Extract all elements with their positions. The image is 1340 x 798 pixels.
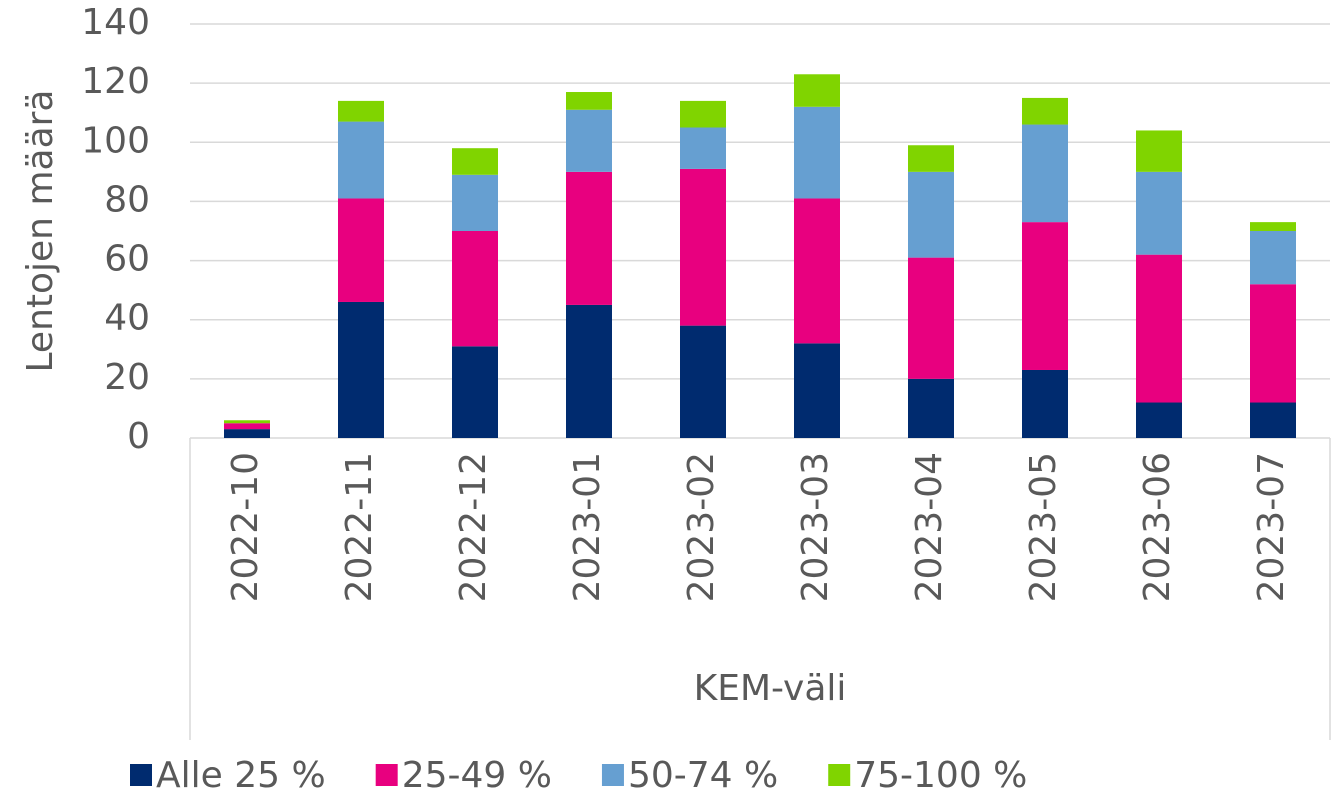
y-tick-label: 120 [81,61,150,102]
bar-segment [680,325,726,438]
y-tick-label: 140 [81,2,150,43]
bar-segment [908,257,954,379]
bar-segment [566,304,612,438]
bar-segment [680,168,726,326]
bar-segment [338,198,384,302]
legend-label: 75-100 % [854,755,1027,796]
bar-segment [452,174,498,231]
bar-segment [566,92,612,110]
bar-segment [680,100,726,128]
bar-segment [794,106,840,199]
bar-segment [1022,97,1068,125]
bar-segment [1250,231,1296,285]
y-tick-label: 60 [104,239,150,280]
bar-segment [1136,171,1182,255]
bar-segment [1136,130,1182,172]
bar-segment [908,145,954,172]
bar-segment [794,74,840,107]
bar-segment [452,346,498,438]
bar-segment [338,301,384,438]
bar-segment [1250,222,1296,231]
bar-segment [1022,369,1068,438]
x-tick-label: 2022-11 [339,452,380,602]
x-tick-label: 2023-07 [1251,452,1292,602]
x-tick-label: 2023-04 [909,452,950,602]
bar-segment [338,121,384,199]
bar-segment [566,171,612,305]
bar-segment [338,100,384,122]
legend-label: 25-49 % [402,755,552,796]
y-tick-label: 40 [104,298,150,339]
legend-swatch [601,764,624,786]
bar-segment [1250,284,1296,403]
y-tick-label: 100 [81,120,150,161]
y-axis-title: Lentojen määrä [20,90,61,373]
bar-segment [1136,402,1182,438]
legend-swatch [130,764,152,786]
x-tick-label: 2023-01 [567,452,608,602]
legend-label: 50-74 % [628,755,778,796]
x-tick-label: 2023-02 [681,452,722,602]
bar-segment [452,231,498,347]
x-tick-label: 2023-03 [795,452,836,602]
bar-segment [908,171,954,258]
bar-segment [1022,124,1068,223]
y-tick-label: 80 [104,179,150,220]
bar-segment [224,429,270,438]
bar-segment [452,148,498,175]
x-axis-title: KEM-väli [694,668,847,709]
bar-segment [566,109,612,172]
bar-segment [794,343,840,438]
bar-segment [1136,254,1182,403]
x-tick-label: 2022-12 [453,452,494,602]
x-tick-label: 2023-05 [1023,452,1064,602]
bar-segment [224,423,270,430]
bar-segment [794,198,840,344]
y-tick-label: 20 [104,357,150,398]
legend-swatch [828,764,851,786]
x-tick-label: 2022-10 [225,452,266,602]
bar-segment [224,420,270,424]
bar-segment [680,127,726,169]
legend-label: Alle 25 % [156,755,326,796]
bar-segment [1250,402,1296,438]
legend-swatch [375,764,398,786]
bar-segment [908,378,954,438]
y-tick-label: 0 [127,416,150,457]
bar-segment [1022,222,1068,370]
x-tick-label: 2023-06 [1137,452,1178,602]
